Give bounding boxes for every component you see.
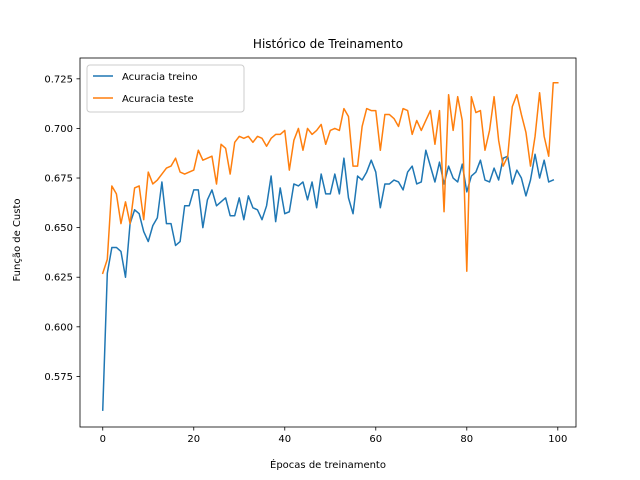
y-axis-title: Função de Custo [12,198,23,281]
x-axis-title: Épocas de treinamento [270,458,386,471]
legend: Acuracia treino Acuracia teste [86,64,245,113]
y-tick-label: 0.650 [44,223,73,234]
legend-label: Acuracia treino [122,72,198,83]
ticks-layer: 0 20 40 60 80 100 0.575 0.600 0.625 0.650 0.675 0.7… [44,74,567,445]
y-tick-label: 0.575 [44,372,73,383]
legend-box [86,64,245,113]
series-line-teste [101,82,559,275]
y-tick-label: 0.700 [44,124,73,135]
y-tick-label: 0.600 [44,322,73,333]
x-tick-label: 20 [187,434,200,445]
series-layer [101,82,559,411]
chart-title: Histórico de Treinamento [253,37,403,51]
x-tick-label: 40 [278,434,291,445]
x-tick-label: 60 [369,434,382,445]
y-tick-label: 0.625 [44,273,73,284]
x-tick-label: 0 [100,434,106,445]
x-tick-label: 80 [460,434,473,445]
plot-frame [79,57,577,428]
x-tick-label: 100 [548,434,567,445]
legend-label: Acuracia teste [122,94,194,105]
y-tick-label: 0.675 [44,174,73,185]
series-line-treino [101,149,555,411]
y-tick-label: 0.725 [44,74,73,85]
